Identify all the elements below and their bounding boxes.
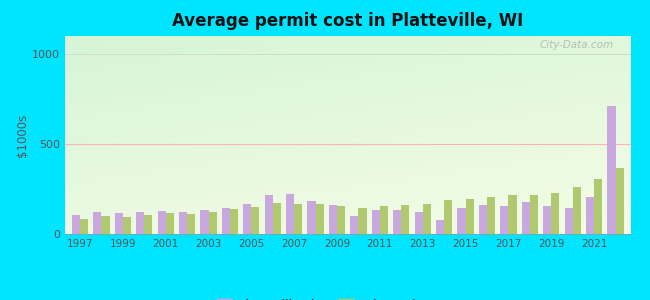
Bar: [80, 219, 88, 234]
Bar: [564, 208, 573, 234]
Bar: [114, 213, 123, 234]
Bar: [401, 205, 410, 234]
Bar: [200, 210, 209, 234]
Bar: [252, 207, 259, 234]
Y-axis label: $1000s: $1000s: [16, 113, 29, 157]
Bar: [94, 212, 101, 234]
Bar: [586, 197, 594, 234]
Bar: [358, 208, 367, 234]
Bar: [123, 218, 131, 234]
Bar: [72, 215, 80, 234]
Bar: [530, 195, 538, 234]
Bar: [187, 214, 195, 234]
Bar: [444, 200, 452, 234]
Bar: [243, 204, 252, 234]
Bar: [294, 204, 302, 234]
Bar: [551, 193, 560, 234]
Bar: [316, 204, 324, 234]
Bar: [166, 213, 174, 234]
Bar: [337, 206, 345, 234]
Bar: [500, 206, 508, 234]
Bar: [479, 205, 487, 234]
Bar: [286, 194, 294, 234]
Bar: [393, 210, 401, 234]
Bar: [573, 187, 581, 234]
Bar: [422, 204, 431, 234]
Bar: [179, 212, 187, 234]
Bar: [543, 206, 551, 234]
Bar: [230, 209, 238, 234]
Bar: [458, 208, 465, 234]
Bar: [487, 196, 495, 234]
Bar: [607, 106, 616, 234]
Bar: [465, 199, 474, 234]
Bar: [350, 216, 358, 234]
Bar: [222, 208, 230, 234]
Bar: [144, 214, 152, 234]
Bar: [273, 203, 281, 234]
Bar: [209, 212, 216, 234]
Bar: [415, 212, 422, 234]
Bar: [307, 201, 316, 234]
Bar: [594, 179, 602, 234]
Bar: [522, 202, 530, 234]
Bar: [101, 216, 110, 234]
Bar: [136, 212, 144, 234]
Bar: [380, 206, 388, 234]
Text: City-Data.com: City-Data.com: [540, 40, 614, 50]
Bar: [265, 195, 273, 234]
Bar: [616, 168, 623, 234]
Bar: [436, 220, 444, 234]
Title: Average permit cost in Platteville, WI: Average permit cost in Platteville, WI: [172, 12, 523, 30]
Bar: [508, 195, 517, 234]
Bar: [372, 210, 380, 234]
Bar: [157, 211, 166, 234]
Legend: Platteville city, Wisconsin average: Platteville city, Wisconsin average: [212, 294, 484, 300]
Bar: [329, 205, 337, 234]
